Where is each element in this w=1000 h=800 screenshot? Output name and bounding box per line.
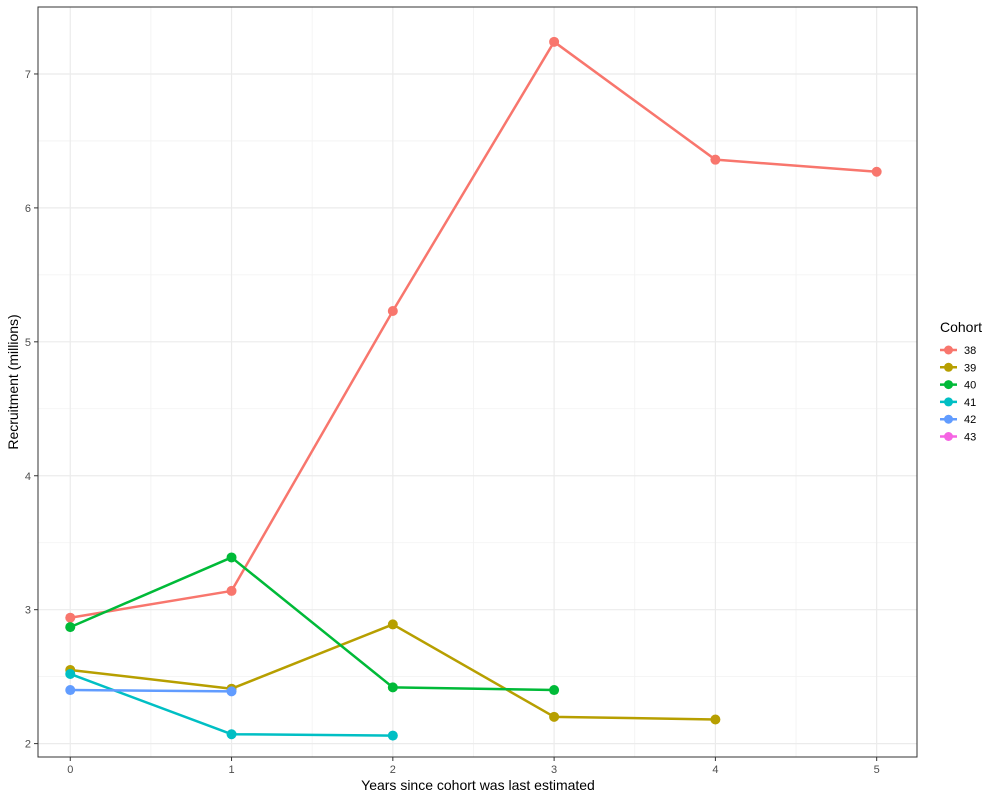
data-point-42 — [65, 685, 76, 696]
legend-key-point — [944, 362, 953, 372]
legend-key-point — [944, 432, 953, 441]
y-tick-label: 7 — [25, 69, 31, 81]
legend-label: 41 — [964, 397, 976, 409]
y-tick-label: 6 — [25, 203, 31, 215]
y-axis-title: Recruitment (millions) — [5, 314, 21, 449]
data-point-39 — [549, 711, 560, 722]
data-point-38 — [710, 154, 721, 165]
x-tick-label: 2 — [390, 764, 396, 776]
legend-label: 39 — [964, 362, 976, 374]
data-point-41 — [226, 729, 237, 740]
legend-label: 43 — [964, 432, 976, 444]
legend-item-40: 40 — [940, 380, 976, 392]
y-tick-label: 4 — [25, 471, 31, 483]
minor-gridlines — [38, 7, 917, 757]
data-point-40 — [65, 622, 76, 633]
x-tick-label: 5 — [874, 764, 880, 776]
legend-key-point — [944, 414, 953, 424]
y-tick-label: 3 — [25, 605, 31, 617]
data-point-40 — [226, 552, 237, 563]
series-line-42 — [70, 688, 232, 693]
x-tick-label: 1 — [228, 764, 234, 776]
y-tick-labels: 2 3 4 5 6 7 — [25, 69, 31, 751]
data-point-38 — [871, 166, 882, 177]
data-point-41 — [65, 668, 76, 679]
legend: Cohort 38 39 40 41 42 43 — [940, 319, 982, 444]
legend-key-point — [944, 380, 953, 390]
series-39 — [65, 619, 721, 725]
series-40 — [65, 552, 560, 696]
y-tick-label: 2 — [25, 739, 31, 751]
y-tick-label: 5 — [25, 337, 31, 349]
axis-ticks — [34, 73, 878, 761]
data-point-39 — [387, 619, 398, 630]
x-tick-label: 3 — [551, 764, 557, 776]
series-42 — [65, 685, 237, 697]
legend-items: 38 39 40 41 42 43 — [940, 345, 976, 444]
legend-label: 40 — [964, 380, 976, 392]
major-gridlines — [38, 7, 917, 757]
series-line-40 — [69, 556, 555, 692]
legend-title: Cohort — [940, 319, 982, 335]
legend-item-43: 43 — [940, 432, 976, 444]
x-tick-label: 0 — [67, 764, 73, 776]
legend-key-point — [944, 397, 953, 407]
x-axis-title: Years since cohort was last estimated — [361, 777, 595, 793]
data-point-38 — [65, 612, 76, 623]
legend-item-38: 38 — [940, 345, 976, 357]
data-point-40 — [549, 685, 560, 696]
series-line-38 — [70, 40, 877, 619]
data-point-42 — [226, 686, 237, 697]
data-point-38 — [226, 585, 237, 596]
series-38 — [65, 36, 882, 623]
x-tick-labels: 0 1 2 3 4 5 — [67, 764, 880, 776]
series-41 — [65, 668, 398, 741]
legend-label: 38 — [964, 345, 976, 357]
data-point-41 — [387, 730, 398, 741]
legend-item-41: 41 — [940, 397, 976, 409]
x-tick-label: 4 — [712, 764, 718, 776]
legend-item-42: 42 — [940, 414, 976, 426]
series-layer — [65, 36, 882, 741]
legend-item-39: 39 — [940, 362, 976, 374]
data-point-38 — [387, 306, 398, 317]
data-point-39 — [710, 714, 721, 725]
legend-key-point — [944, 345, 953, 355]
panel-border — [37, 6, 918, 758]
data-point-38 — [549, 36, 560, 47]
legend-label: 42 — [964, 414, 976, 426]
data-point-40 — [387, 682, 398, 693]
